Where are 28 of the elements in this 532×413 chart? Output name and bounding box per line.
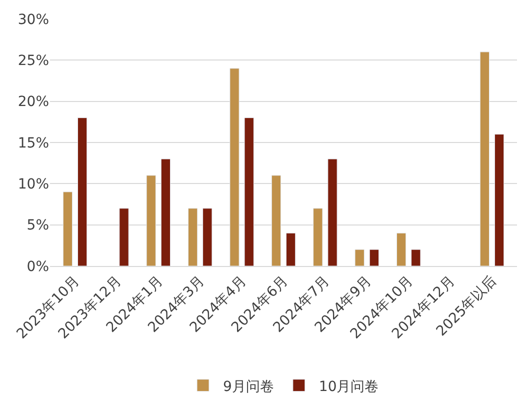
bar	[188, 208, 198, 266]
y-tick-label: 5%	[26, 218, 49, 234]
bar	[369, 249, 380, 266]
y-tick-label: 10%	[18, 176, 49, 193]
y-tick-label: 15%	[18, 135, 49, 152]
bar	[411, 249, 421, 266]
legend-label: 9月问卷	[223, 378, 274, 395]
bar	[77, 118, 88, 266]
bar	[271, 175, 282, 266]
y-tick-label: 30%	[18, 12, 49, 28]
bar	[313, 208, 323, 266]
bar	[202, 208, 212, 266]
bar	[146, 175, 156, 266]
bar	[160, 158, 171, 266]
y-tick-label: 25%	[18, 53, 49, 70]
bar	[328, 158, 338, 266]
bar	[396, 232, 406, 266]
legend-label: 10月问卷	[318, 378, 379, 395]
y-tick-label: 0%	[26, 258, 49, 275]
bar	[480, 52, 490, 266]
bar	[286, 232, 296, 266]
bar	[230, 68, 240, 266]
bar	[119, 208, 129, 266]
bar	[62, 192, 73, 266]
bar	[354, 249, 364, 266]
y-tick-label: 20%	[18, 94, 49, 110]
bar	[244, 118, 254, 266]
bar	[494, 134, 504, 266]
